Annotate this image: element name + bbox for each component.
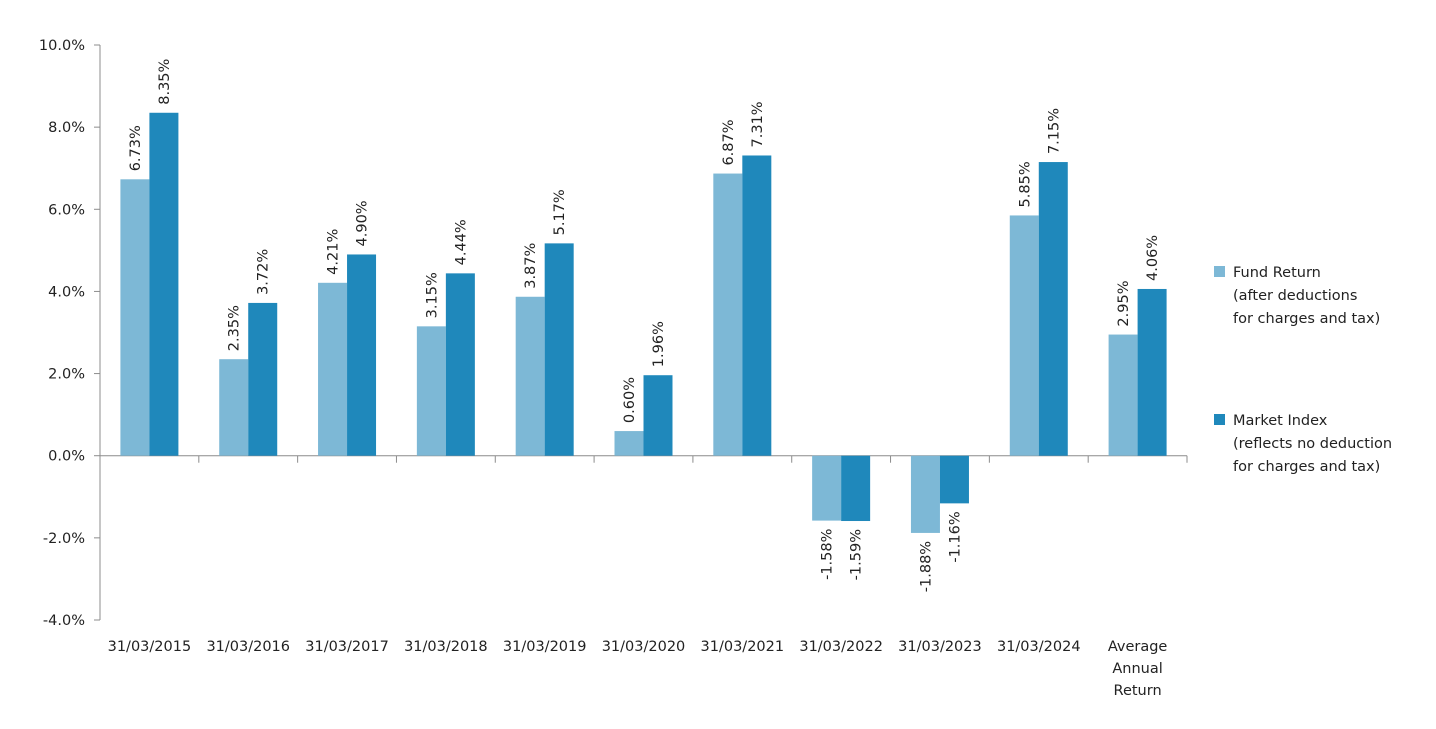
data-label: -1.16%	[947, 511, 963, 562]
data-label: 2.95%	[1116, 280, 1132, 326]
bars	[120, 112, 1167, 533]
data-label: 4.90%	[355, 200, 371, 246]
data-label: 0.60%	[622, 377, 638, 423]
data-label: 3.87%	[523, 243, 539, 289]
data-label: 6.87%	[721, 119, 737, 165]
x-tick-label: 31/03/2017	[305, 639, 389, 655]
data-label: 1.96%	[651, 321, 667, 367]
bar-fund	[318, 282, 348, 456]
data-label: -1.59%	[849, 529, 865, 580]
x-tick-label: 31/03/2021	[701, 639, 785, 655]
data-label: 4.44%	[453, 219, 469, 265]
data-label: 7.31%	[750, 101, 766, 147]
data-label: -1.58%	[820, 529, 836, 580]
legend: Fund Return (after deductions for charges …	[1214, 265, 1392, 475]
data-label: 6.73%	[128, 125, 144, 171]
legend-swatch	[1214, 414, 1225, 425]
bar-fund	[416, 326, 446, 456]
y-tick-label: 4.0%	[48, 284, 85, 300]
x-tick-label: 31/03/2016	[206, 639, 290, 655]
x-tick-label: Average Annual Return	[1108, 639, 1168, 699]
bar-index	[544, 243, 574, 456]
x-tick-label: 31/03/2015	[108, 639, 192, 655]
data-label: -1.88%	[918, 541, 934, 592]
bar-index	[347, 254, 377, 456]
bar-fund	[120, 179, 150, 456]
x-axis-labels: 31/03/2015 31/03/2016 31/03/2017 31/03/2018…	[108, 639, 1168, 699]
x-tick-label: 31/03/2023	[898, 639, 982, 655]
y-tick-label: 2.0%	[48, 367, 85, 383]
bar-index	[742, 155, 772, 456]
bar-index	[248, 302, 278, 456]
x-tick-label: 31/03/2018	[404, 639, 488, 655]
data-label: 2.35%	[227, 305, 243, 351]
bar-index	[149, 112, 179, 456]
y-tick-label: -4.0%	[43, 613, 85, 629]
bar-index	[939, 455, 969, 504]
legend-entry: Market Index (reflects no deduction for ch…	[1233, 413, 1392, 475]
legend-swatch	[1214, 266, 1225, 277]
y-tick-label: 8.0%	[48, 120, 85, 136]
data-label: 3.72%	[256, 249, 272, 295]
bar-fund	[1108, 334, 1138, 456]
legend-entry: Fund Return (after deductions for charges …	[1233, 265, 1380, 327]
bar-fund	[1009, 215, 1039, 456]
bar-fund	[910, 455, 940, 533]
bar-fund	[614, 431, 644, 456]
y-axis-labels: 10.0% 8.0% 6.0% 4.0% 2.0% 0.0% -2.0% -4.0%	[39, 38, 85, 629]
data-label: 7.15%	[1046, 108, 1062, 154]
bar-fund	[515, 296, 545, 456]
y-tick-label: -2.0%	[43, 531, 85, 547]
data-label: 5.85%	[1017, 161, 1033, 207]
bar-index	[841, 455, 871, 522]
bar-index	[1137, 288, 1167, 456]
x-tick-label: 31/03/2020	[602, 639, 686, 655]
data-label: 8.35%	[157, 59, 173, 105]
y-tick-label: 6.0%	[48, 202, 85, 218]
data-label: 3.15%	[424, 272, 440, 318]
bar-fund	[713, 173, 743, 456]
y-tick-label: 10.0%	[39, 38, 85, 54]
y-tick-label: 0.0%	[48, 449, 85, 465]
data-label: 4.21%	[326, 229, 342, 275]
x-tick-label: 31/03/2019	[503, 639, 587, 655]
bar-index	[1038, 162, 1068, 456]
bar-fund	[812, 455, 842, 521]
bar-index	[445, 273, 475, 456]
bar-index	[643, 375, 673, 456]
value-labels: 6.73% 8.35% 2.35% 3.72% 4.21% 4.90% 3.15% 4.44%…	[128, 59, 1161, 593]
data-label: 5.17%	[552, 189, 568, 235]
data-label: 4.06%	[1145, 235, 1161, 281]
x-tick-label: 31/03/2022	[799, 639, 883, 655]
bar-fund	[219, 359, 249, 456]
x-tick-label: 31/03/2024	[997, 639, 1081, 655]
